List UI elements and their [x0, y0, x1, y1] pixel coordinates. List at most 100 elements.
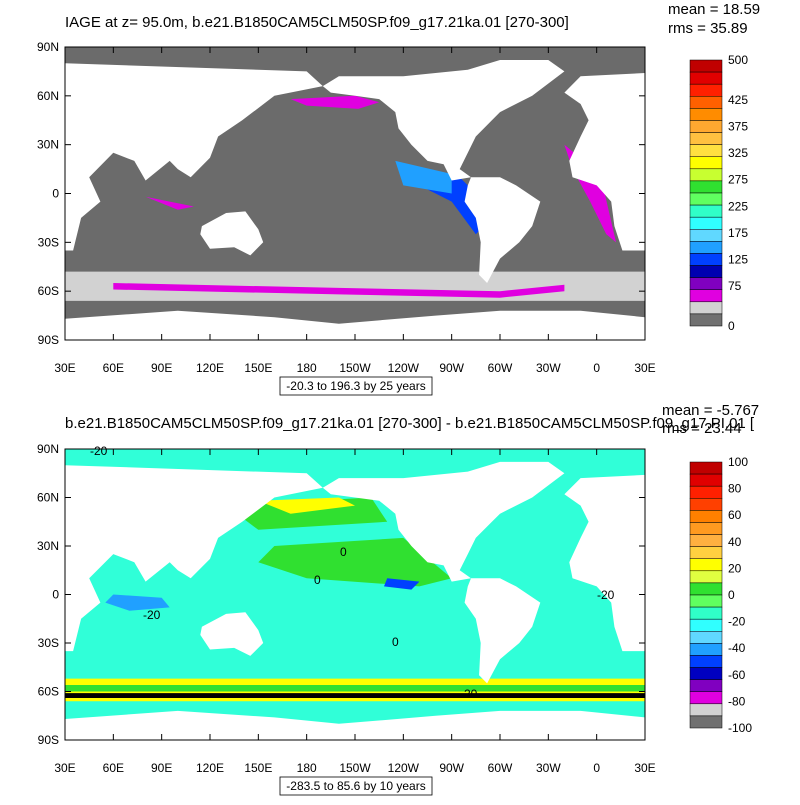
contour-label: -20: [90, 444, 108, 458]
lon-label: 90W: [439, 361, 464, 375]
field-patch: [384, 578, 420, 590]
colorbar-box: [689, 691, 723, 705]
colorbar-label: 500: [728, 53, 748, 67]
colorbar-label: -40: [728, 641, 746, 655]
colorbar-box: [689, 510, 723, 523]
lon-label: 120W: [388, 361, 420, 375]
colorbar-label: 0: [728, 319, 735, 333]
lon-label: 0: [593, 761, 600, 775]
info-box: [279, 376, 433, 396]
colorbar-box: [689, 643, 723, 656]
colorbar-box: [689, 606, 723, 620]
colorbar-label: 75: [728, 279, 742, 293]
lat-label: 90S: [38, 333, 59, 347]
land: [65, 63, 323, 251]
lon-label: 60W: [488, 361, 513, 375]
field-patch: [113, 283, 565, 298]
colorbar-box: [689, 618, 723, 632]
colorbar-box: [689, 289, 723, 303]
colorbar-box: [689, 168, 723, 182]
colorbar-label: 325: [728, 146, 748, 160]
colorbar-box: [689, 570, 723, 584]
lon-label: 60E: [103, 361, 124, 375]
colorbar-box: [689, 546, 723, 559]
map: [64, 46, 646, 341]
lat-label: 60S: [38, 284, 59, 298]
colorbar-label: -100: [728, 721, 752, 735]
lon-label: 120W: [388, 761, 420, 775]
lat-label: 60S: [38, 685, 59, 699]
colorbar-label: 125: [728, 253, 748, 267]
rms-label: rms = 23.44: [662, 420, 742, 437]
land: [65, 465, 323, 652]
colorbar-box: [689, 522, 723, 535]
land: [200, 211, 264, 256]
lon-label: 150E: [244, 761, 272, 775]
colorbar-box: [689, 144, 723, 157]
land: [322, 60, 565, 181]
land: [322, 461, 565, 582]
colorbar-box: [689, 241, 723, 254]
lat-label: 60N: [37, 89, 59, 103]
field-patch: [105, 594, 170, 611]
colorbar-box: [689, 485, 723, 499]
colorbar-box: [689, 313, 723, 327]
map: [64, 448, 646, 741]
rms-label: rms = 35.89: [668, 20, 748, 37]
lat-label: 90N: [37, 40, 59, 54]
colorbar-box: [689, 277, 723, 290]
colorbar-box: [689, 180, 723, 194]
colorbar-label: 375: [728, 120, 748, 134]
colorbar-box: [689, 253, 723, 266]
lat-label: 30N: [37, 539, 59, 553]
colorbar-box: [689, 594, 723, 608]
colorbar-box: [689, 461, 723, 475]
colorbar-box: [689, 558, 723, 572]
lat-label: 0: [52, 187, 59, 201]
colorbar-box: [689, 120, 723, 133]
lon-label: 150E: [244, 361, 272, 375]
colorbar-box: [689, 192, 723, 206]
colorbar-box: [689, 631, 723, 644]
panel-title: IAGE at z= 95.0m, b.e21.B1850CAM5CLM50SP…: [65, 14, 569, 31]
colorbar-label: 20: [728, 561, 742, 575]
contour-label: 0: [340, 545, 347, 559]
colorbar-label: 225: [728, 199, 748, 213]
land: [65, 310, 645, 340]
colorbar-label: -80: [728, 694, 746, 708]
info-box: [279, 776, 433, 796]
field-patch: [290, 95, 380, 109]
colorbar-box: [689, 534, 723, 547]
lat-label: 30N: [37, 138, 59, 152]
range-label: -283.5 to 85.6 by 10 years: [286, 779, 425, 793]
lon-label: 0: [593, 361, 600, 375]
lat-label: 30S: [38, 235, 59, 249]
mean-label: mean = 18.59: [668, 1, 760, 18]
colorbar-box: [689, 204, 723, 218]
lon-label: 90W: [439, 761, 464, 775]
lon-label: 30E: [634, 761, 655, 775]
colorbar-label: 425: [728, 93, 748, 107]
colorbar-label: 80: [728, 482, 742, 496]
lat-label: 60N: [37, 491, 59, 505]
field-patch: [65, 693, 645, 698]
colorbar-label: -20: [728, 615, 746, 629]
colorbar-label: 0: [728, 588, 735, 602]
contour-label: -20: [597, 588, 615, 602]
land: [564, 73, 645, 251]
field-patch: [258, 497, 355, 514]
colorbar-box: [689, 108, 723, 121]
lon-label: 180: [297, 361, 317, 375]
land: [200, 612, 264, 656]
colorbar-box: [689, 667, 723, 680]
lon-label: 90E: [151, 761, 172, 775]
lat-label: 30S: [38, 636, 59, 650]
lat-label: 0: [52, 588, 59, 602]
lon-label: 90E: [151, 361, 172, 375]
panel-title: b.e21.B1850CAM5CLM50SP.f09_g17.21ka.01 […: [65, 415, 755, 432]
field-patch: [395, 160, 452, 194]
mean-label: mean = -5.767: [662, 402, 759, 419]
colorbar-box: [689, 582, 723, 596]
field-patch: [258, 537, 452, 587]
colorbar-box: [689, 301, 723, 315]
